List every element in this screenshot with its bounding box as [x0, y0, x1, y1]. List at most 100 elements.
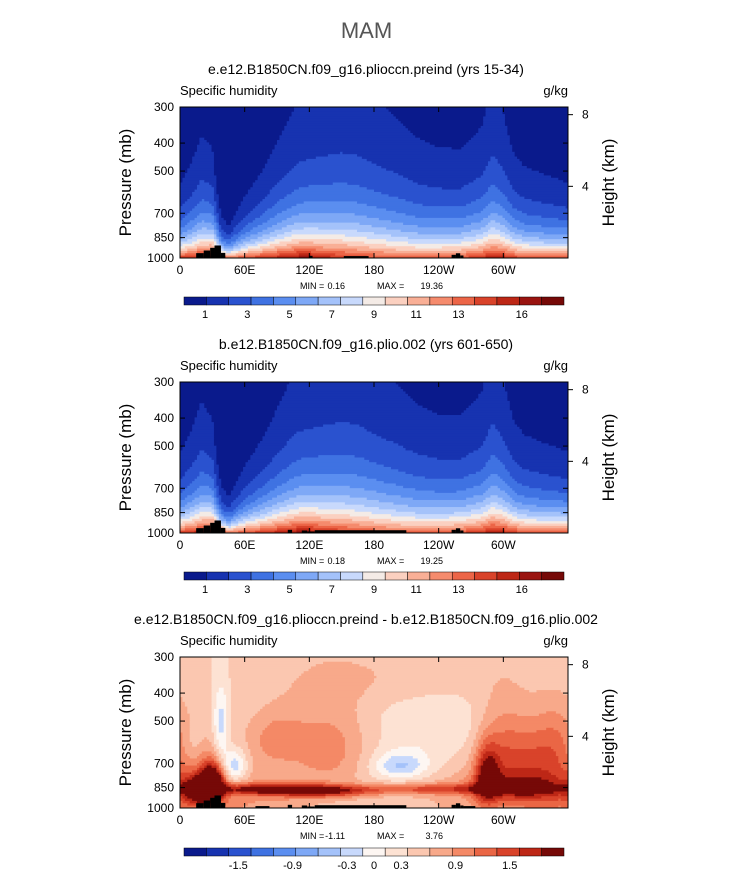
height-axis-label: Height (km): [599, 689, 618, 777]
field-raster: [180, 382, 568, 533]
x-tick-label: 180: [364, 263, 384, 277]
x-tick-label: 180: [364, 538, 384, 552]
colorbar-swatch: [228, 847, 252, 857]
height-tick-label: 8: [582, 108, 589, 122]
y-tick-label: 400: [154, 411, 174, 425]
colorbar-swatch: [362, 296, 386, 306]
units-label: g/kg: [543, 83, 568, 98]
terrain-block: [309, 255, 313, 258]
x-tick-label: 180: [364, 813, 384, 827]
colorbar-swatch: [362, 847, 386, 857]
x-tick-label: 120E: [295, 263, 323, 277]
y-axis-label: Pressure (mb): [116, 129, 135, 237]
min-value: 0.18: [327, 556, 345, 566]
terrain-block: [196, 528, 204, 533]
colorbar-label: 11: [411, 309, 422, 321]
terrain-block: [214, 520, 221, 533]
colorbar-swatch: [295, 571, 319, 581]
x-tick-label: 120W: [423, 813, 455, 827]
max-label: MAX =: [377, 281, 404, 291]
colorbar-label: 1: [202, 309, 208, 321]
y-tick-label: 1000: [147, 251, 174, 265]
terrain-block: [307, 531, 315, 533]
colorbar-swatch: [451, 847, 475, 857]
colorbar-label: 1: [202, 584, 208, 596]
height-tick-label: 4: [582, 454, 589, 468]
x-tick-label: 60W: [491, 263, 516, 277]
colorbar-label: -0.9: [283, 860, 302, 872]
colorbar-label: -0.3: [337, 860, 356, 872]
terrain-block: [196, 253, 204, 258]
y-tick-label: 500: [154, 164, 174, 178]
terrain-block: [220, 802, 226, 808]
colorbar-swatch: [273, 847, 297, 857]
y-tick-label: 500: [154, 439, 174, 453]
colorbar-swatch: [250, 847, 274, 857]
height-tick-label: 8: [582, 658, 589, 672]
colorbar-swatch: [295, 296, 319, 306]
colorbar-swatch: [384, 296, 408, 306]
units-label: g/kg: [543, 358, 568, 373]
colorbar: -1.5 -0.9 -0.3 0 0.3 0.9 1.5: [183, 847, 565, 872]
x-tick-label: 0: [177, 263, 184, 277]
terrain-block: [214, 245, 221, 258]
colorbar-swatch: [250, 571, 274, 581]
colorbar-swatch: [340, 296, 364, 306]
y-tick-label: 850: [154, 781, 174, 795]
max-value: 19.36: [420, 281, 443, 291]
x-tick-label: 60E: [234, 263, 255, 277]
colorbar-swatch: [541, 571, 565, 581]
terrain-block: [451, 254, 456, 258]
colorbar: 1 3 5 7 9 11 13 16: [183, 296, 565, 321]
field-raster: [180, 107, 568, 258]
terrain-block: [203, 800, 211, 808]
colorbar-swatch: [228, 296, 252, 306]
colorbar-label: 9: [371, 584, 377, 596]
colorbar-swatch: [206, 571, 229, 581]
variable-label: Specific humidity: [180, 633, 278, 648]
terrain-block: [220, 252, 226, 258]
colorbar-swatch: [496, 847, 520, 857]
colorbar-swatch: [519, 571, 542, 581]
terrain-block: [210, 797, 215, 808]
colorbar-swatch: [183, 296, 207, 306]
colorbar-swatch: [541, 296, 565, 306]
y-axis-label: Pressure (mb): [116, 404, 135, 512]
min-value: 0.16: [327, 281, 345, 291]
y-tick-label: 1000: [147, 801, 174, 815]
terrain-block: [455, 528, 461, 533]
terrain-block: [214, 795, 221, 808]
x-tick-label: 60W: [491, 538, 516, 552]
max-label: MAX =: [377, 831, 404, 841]
x-tick-label: 120W: [423, 538, 455, 552]
colorbar-swatch: [429, 296, 453, 306]
colorbar: 1 3 5 7 9 11 13 16: [183, 571, 565, 596]
terrain-block: [314, 805, 407, 808]
max-value: 19.25: [420, 556, 443, 566]
colorbar-swatch: [474, 847, 498, 857]
y-tick-label: 700: [154, 756, 174, 770]
min-label: MIN =: [300, 281, 324, 291]
colorbar-label: 7: [329, 584, 335, 596]
terrain-block: [210, 247, 215, 258]
y-tick-label: 500: [154, 714, 174, 728]
terrain-block: [343, 256, 369, 258]
colorbar-swatch: [295, 847, 319, 857]
terrain-block: [307, 806, 315, 808]
field-raster: [180, 657, 568, 808]
colorbar-swatch: [496, 296, 520, 306]
x-tick-label: 60E: [234, 813, 255, 827]
y-tick-label: 400: [154, 686, 174, 700]
colorbar-swatch: [519, 296, 542, 306]
x-tick-label: 0: [177, 538, 184, 552]
colorbar-swatch: [340, 847, 364, 857]
colorbar-swatch: [273, 571, 297, 581]
y-tick-label: 300: [154, 375, 174, 389]
terrain-block: [463, 806, 476, 808]
colorbar-swatch: [496, 571, 520, 581]
colorbar-label: 13: [452, 309, 464, 321]
terrain-block: [203, 525, 211, 533]
colorbar-swatch: [206, 296, 229, 306]
terrain-block: [220, 527, 226, 533]
